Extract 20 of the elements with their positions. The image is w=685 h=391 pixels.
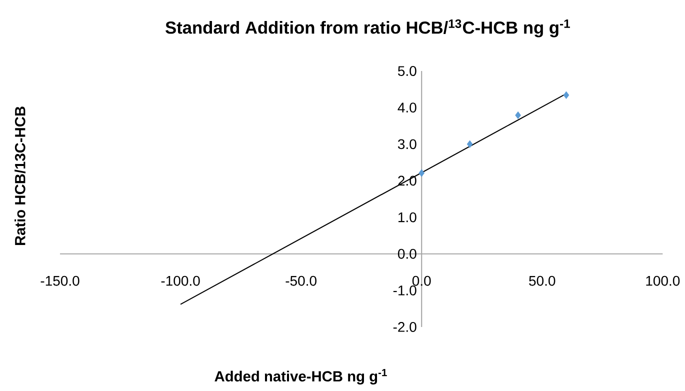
x-tick-label: 100.0 <box>646 276 680 286</box>
y-tick-label: 4.0 <box>398 102 416 113</box>
y-axis-title: Ratio HCB/13C-HCB <box>14 106 26 246</box>
y-tick-label: 0.0 <box>398 248 416 259</box>
y-tick-label: -1.0 <box>393 285 416 296</box>
x-tick-label: 50.0 <box>529 276 556 286</box>
point <box>563 91 570 99</box>
point <box>466 140 473 148</box>
x-tick-label: -100.0 <box>161 276 200 286</box>
x-axis-title: Added native-HCB ng g$^{-1}$ <box>214 369 387 385</box>
y-tick-label: 5.0 <box>398 66 416 76</box>
y-tick-label: 1.0 <box>398 212 416 222</box>
point <box>515 112 521 119</box>
x-tick-label: 0.0 <box>412 276 431 286</box>
point <box>418 169 424 177</box>
y-tick-label: -2.0 <box>393 322 416 332</box>
chart-title: Standard Addition from ratio HCB/$^{13}$C-HCB ng g$^{-1}$ <box>166 19 570 38</box>
x-tick-label: -150.0 <box>40 276 80 286</box>
x-tick-label: -50.0 <box>286 276 316 286</box>
y-tick-label: 3.0 <box>398 139 416 150</box>
